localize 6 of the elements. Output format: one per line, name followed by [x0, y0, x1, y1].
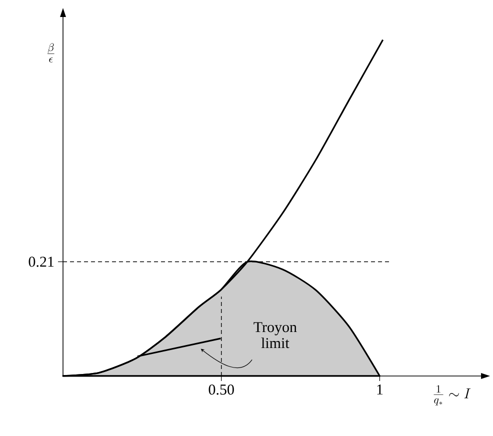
y-axis-title: $\frac{\beta}{\epsilon}$	[48, 43, 54, 62]
x-axis-title: $\frac{1}{q_*}\sim I$	[434, 385, 471, 406]
x-tick-label: 1	[377, 384, 383, 394]
annotation: Troyon limit	[254, 322, 297, 348]
x-tick-label: 0.50	[208, 384, 234, 395]
y-tick-label: 0.21	[28, 256, 54, 267]
